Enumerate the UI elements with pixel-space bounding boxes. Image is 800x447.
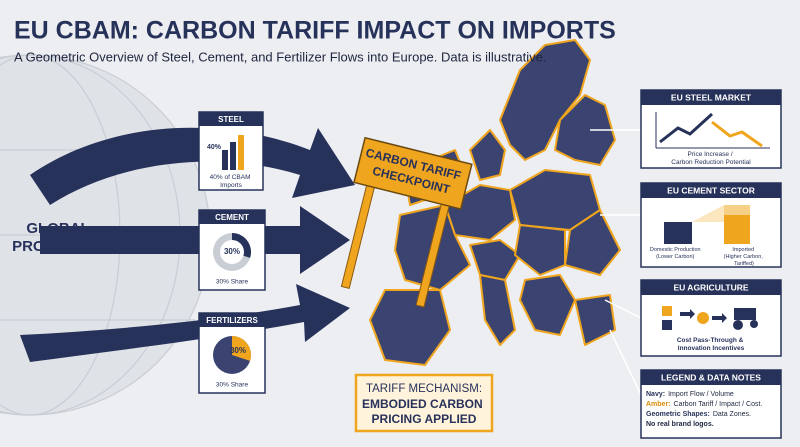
panel-title: LEGEND & DATA NOTES [661, 372, 761, 382]
agriculture-panel: EU AGRICULTURE Cost Pass-Through & Innov… [640, 279, 782, 357]
card-title: FERTILIZERS [206, 316, 258, 325]
legend-item: Navy: Import Flow / Volume [646, 391, 734, 398]
panel-title: EU STEEL MARKET [671, 92, 752, 102]
caption-line: Tariffed) [734, 261, 754, 267]
caption-line: (Higher Carbon, [724, 254, 764, 260]
pie [213, 336, 252, 374]
legend-text: No real brand logos. [646, 421, 714, 428]
legend-term: Amber: [646, 401, 671, 408]
caption-line: Price Increase / [688, 151, 733, 158]
legend-text: Import Flow / Volume [668, 391, 734, 398]
fertilizer-arrow [20, 284, 350, 362]
caption-line: 40% of CBAM [210, 174, 251, 181]
caption-line: Imports [220, 182, 242, 189]
connectors [590, 129, 642, 396]
panel-title: EU CEMENT SECTOR [667, 185, 755, 195]
donut-hole [220, 240, 244, 264]
steel-market-panel: EU STEEL MARKET Price Increase / Carbon … [640, 89, 782, 169]
legend-item: Amber: Carbon Tariff / Impact / Cost. [646, 401, 762, 408]
mechanism-box: TARIFF MECHANISM: EMBODIED CARBON PRICIN… [354, 373, 494, 433]
legend-text: Carbon Tariff / Impact / Cost. [674, 401, 763, 408]
legend-term: Navy: [646, 391, 665, 398]
card-value: 40% [207, 144, 222, 151]
svg-text:Domestic Production (Low: Domestic Production (Lower Carbon) Impor… [650, 247, 764, 267]
panel-title: EU AGRICULTURE [673, 282, 748, 292]
legend-text: Data Zones. [713, 411, 751, 418]
card-caption: 30% Share [216, 382, 249, 389]
page-subtitle: A Geometric Overview of Steel, Cement, a… [14, 49, 546, 64]
fertilizer-card: FERTILIZERS 30% 30% Share [198, 312, 266, 394]
steel-card: STEEL 40% 40% of CBAM Imports [198, 111, 264, 191]
donut [213, 233, 252, 271]
flow-arrows [20, 127, 355, 362]
steel-arrow [30, 127, 355, 205]
card-caption: 40% of CBAM Imports [210, 174, 253, 189]
svg-text:Cost Pass-Through & Inno: Cost Pass-Through & Innovation Incentive… [677, 337, 745, 352]
mechanism-heading: TARIFF MECHANISM: [366, 383, 482, 395]
caption-line: Domestic Production [650, 247, 701, 253]
checkpoint-sign: CARBON TARIFF CHECKPOINT [340, 136, 473, 308]
mechanism-line: PRICING APPLIED [372, 412, 477, 426]
caption-line: (Lower Carbon) [656, 254, 694, 260]
pie-segment [232, 336, 252, 361]
svg-text:EMBODIED CARBON PRICING: EMBODIED CARBON PRICING APPLIED [362, 397, 486, 426]
europe-map [369, 39, 621, 366]
mechanism-line: EMBODIED CARBON [362, 397, 483, 411]
cement-card: CEMENT 30% 30% Share [198, 209, 266, 291]
cement-sector-panel: EU CEMENT SECTOR Domestic Production (Lo… [640, 182, 782, 268]
svg-text:Price Increase / Carbon: Price Increase / Carbon Reduction Potent… [671, 151, 751, 166]
legend-panel: LEGEND & DATA NOTES Navy: Import Flow / V… [640, 369, 782, 439]
legend-item: No real brand logos. [646, 421, 714, 428]
card-caption: 30% Share [216, 279, 249, 286]
source-line: PRODUCERS [12, 238, 108, 255]
cement-arrow [40, 206, 350, 274]
legend-term: Geometric Shapes: [646, 411, 710, 418]
caption-line: Cost Pass-Through & [677, 337, 744, 344]
card-title: STEEL [218, 115, 244, 124]
page-title: EU CBAM: CARBON TARIFF IMPACT ON IMPORTS [14, 17, 616, 45]
pie-label: 30% [230, 346, 246, 355]
source-label: GLOBAL PRODUCERS [12, 220, 108, 255]
caption-line: Innovation Incentives [678, 345, 745, 352]
card-title: CEMENT [215, 213, 249, 222]
caption-line: Imported [732, 247, 754, 253]
caption-line: Carbon Reduction Potential [671, 159, 751, 166]
donut-label: 30% [224, 247, 240, 256]
legend-item: Geometric Shapes: Data Zones. [646, 411, 751, 418]
source-line: GLOBAL [26, 220, 89, 237]
